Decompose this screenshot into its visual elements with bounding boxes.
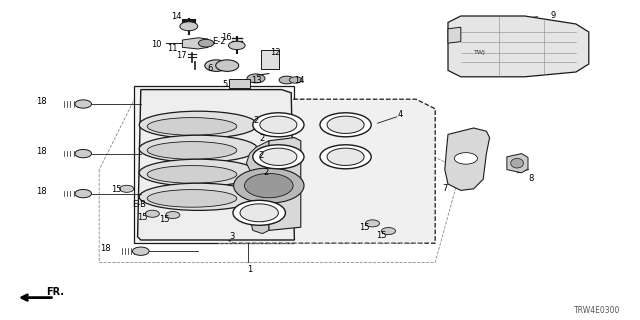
Circle shape bbox=[244, 173, 293, 198]
Ellipse shape bbox=[253, 113, 304, 137]
Text: 16: 16 bbox=[221, 33, 232, 42]
Text: 2: 2 bbox=[260, 134, 265, 143]
Ellipse shape bbox=[327, 148, 364, 165]
Text: 6: 6 bbox=[207, 64, 212, 73]
Text: 10: 10 bbox=[152, 40, 162, 49]
Text: FR.: FR. bbox=[46, 287, 64, 297]
Ellipse shape bbox=[147, 166, 237, 183]
Circle shape bbox=[180, 22, 198, 31]
Text: 11: 11 bbox=[168, 44, 178, 53]
Ellipse shape bbox=[327, 116, 364, 133]
Circle shape bbox=[166, 212, 180, 219]
Ellipse shape bbox=[253, 145, 304, 169]
Bar bbox=[229, 79, 250, 88]
Text: 14: 14 bbox=[294, 76, 305, 84]
Text: 18: 18 bbox=[36, 97, 47, 106]
Circle shape bbox=[216, 60, 239, 71]
Text: 17: 17 bbox=[176, 51, 186, 60]
Text: 18: 18 bbox=[36, 187, 47, 196]
Polygon shape bbox=[269, 138, 301, 230]
Bar bbox=[261, 50, 279, 69]
Circle shape bbox=[132, 247, 149, 255]
Text: 14: 14 bbox=[171, 12, 181, 21]
Ellipse shape bbox=[140, 183, 258, 211]
Ellipse shape bbox=[147, 141, 237, 159]
Text: E-B: E-B bbox=[132, 200, 147, 209]
Ellipse shape bbox=[260, 148, 297, 165]
Ellipse shape bbox=[147, 118, 237, 135]
Circle shape bbox=[75, 100, 92, 108]
Polygon shape bbox=[134, 86, 294, 243]
Text: 1: 1 bbox=[247, 265, 252, 274]
Circle shape bbox=[289, 77, 302, 83]
Text: 4: 4 bbox=[397, 110, 403, 119]
Ellipse shape bbox=[147, 189, 237, 207]
Polygon shape bbox=[507, 154, 528, 173]
Text: 5: 5 bbox=[223, 80, 228, 89]
Circle shape bbox=[454, 153, 477, 164]
Text: 8: 8 bbox=[529, 174, 534, 183]
Text: 2: 2 bbox=[263, 168, 268, 177]
Circle shape bbox=[234, 168, 304, 203]
Polygon shape bbox=[448, 16, 589, 77]
Circle shape bbox=[205, 60, 228, 71]
Ellipse shape bbox=[140, 135, 258, 163]
Circle shape bbox=[247, 74, 265, 83]
Text: 15: 15 bbox=[111, 185, 122, 194]
Polygon shape bbox=[138, 90, 294, 240]
Circle shape bbox=[198, 39, 214, 47]
Circle shape bbox=[145, 210, 159, 217]
Text: E-2: E-2 bbox=[212, 37, 226, 46]
Ellipse shape bbox=[511, 158, 524, 168]
Circle shape bbox=[228, 41, 245, 50]
Text: 7: 7 bbox=[442, 184, 447, 193]
Polygon shape bbox=[182, 38, 208, 49]
Polygon shape bbox=[445, 128, 490, 190]
Text: 12: 12 bbox=[270, 48, 280, 57]
Text: 15: 15 bbox=[137, 213, 147, 222]
Text: TRW4E0300: TRW4E0300 bbox=[575, 306, 621, 315]
Circle shape bbox=[120, 185, 134, 192]
Circle shape bbox=[381, 228, 396, 235]
Circle shape bbox=[75, 189, 92, 198]
Text: 18: 18 bbox=[100, 244, 111, 253]
Text: 15: 15 bbox=[159, 215, 170, 224]
Polygon shape bbox=[246, 141, 269, 234]
Text: 2: 2 bbox=[259, 151, 264, 160]
Text: 2: 2 bbox=[253, 116, 259, 125]
Text: 3: 3 bbox=[230, 232, 235, 241]
Text: 15: 15 bbox=[376, 231, 387, 240]
Ellipse shape bbox=[240, 204, 278, 222]
Text: 9: 9 bbox=[551, 11, 556, 20]
Ellipse shape bbox=[233, 200, 285, 225]
Ellipse shape bbox=[260, 116, 297, 133]
Circle shape bbox=[75, 149, 92, 158]
Ellipse shape bbox=[140, 159, 258, 186]
Polygon shape bbox=[218, 99, 435, 243]
Text: TWJ: TWJ bbox=[474, 50, 486, 55]
Text: 13: 13 bbox=[251, 76, 261, 85]
Circle shape bbox=[365, 220, 380, 227]
Circle shape bbox=[279, 76, 294, 84]
Polygon shape bbox=[448, 27, 461, 43]
Text: 18: 18 bbox=[36, 147, 47, 156]
Ellipse shape bbox=[320, 113, 371, 137]
Ellipse shape bbox=[320, 145, 371, 169]
Text: 15: 15 bbox=[360, 223, 370, 232]
Ellipse shape bbox=[140, 111, 258, 139]
